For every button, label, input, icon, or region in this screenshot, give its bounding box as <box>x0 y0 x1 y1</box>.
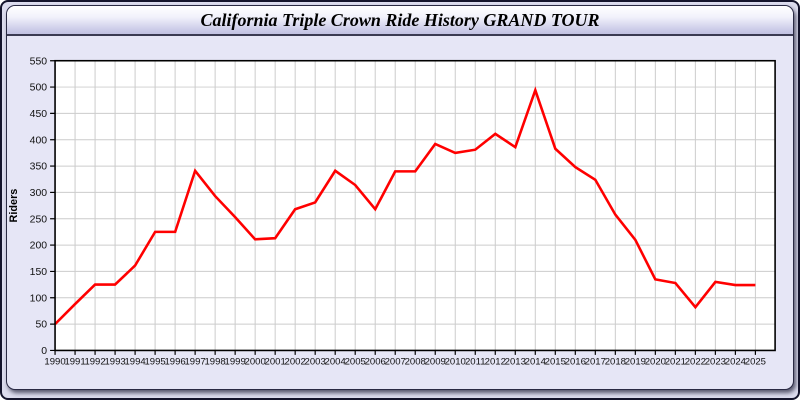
svg-text:2014: 2014 <box>525 356 547 367</box>
svg-text:300: 300 <box>30 188 48 199</box>
svg-text:2015: 2015 <box>545 356 566 367</box>
svg-text:1996: 1996 <box>164 356 185 367</box>
svg-text:2001: 2001 <box>265 356 286 367</box>
svg-text:100: 100 <box>30 293 48 304</box>
svg-text:250: 250 <box>30 214 48 225</box>
svg-text:2009: 2009 <box>425 356 446 367</box>
svg-text:2002: 2002 <box>285 356 306 367</box>
svg-text:2003: 2003 <box>305 356 326 367</box>
svg-text:2007: 2007 <box>385 356 406 367</box>
chart-title: California Triple Crown Ride History GRA… <box>200 10 600 30</box>
svg-text:1998: 1998 <box>205 356 226 367</box>
svg-text:200: 200 <box>30 241 48 252</box>
svg-text:2025: 2025 <box>745 356 766 367</box>
ride-history-line-chart: 0501001502002503003504004505005501990199… <box>8 56 776 367</box>
svg-text:400: 400 <box>30 135 48 146</box>
svg-text:1992: 1992 <box>84 356 105 367</box>
axis-ticks <box>50 60 756 355</box>
chart-area: 0 50 100 150 200 250 300 350 400 450 500 550 1990 199… <box>7 36 793 389</box>
svg-text:2021: 2021 <box>665 356 686 367</box>
svg-text:2022: 2022 <box>685 356 706 367</box>
svg-text:2000: 2000 <box>245 356 266 367</box>
riders-line <box>54 86 756 326</box>
svg-text:500: 500 <box>30 83 48 94</box>
svg-text:2010: 2010 <box>445 356 466 367</box>
svg-text:1997: 1997 <box>185 356 206 367</box>
svg-text:450: 450 <box>30 109 48 120</box>
svg-text:2024: 2024 <box>725 356 747 367</box>
svg-text:2012: 2012 <box>485 356 506 367</box>
svg-text:2017: 2017 <box>585 356 606 367</box>
svg-text:1999: 1999 <box>225 356 246 367</box>
svg-text:1995: 1995 <box>144 356 165 367</box>
title-bar: California Triple Crown Ride History GRA… <box>7 6 793 36</box>
svg-text:1993: 1993 <box>104 356 125 367</box>
svg-text:2005: 2005 <box>345 356 366 367</box>
y-axis-tick-labels: 0 50 100 150 200 250 300 350 400 450 500 550 <box>30 56 48 357</box>
svg-text:550: 550 <box>30 56 48 67</box>
svg-text:2013: 2013 <box>505 356 526 367</box>
svg-text:2008: 2008 <box>405 356 426 367</box>
svg-text:2020: 2020 <box>645 356 666 367</box>
svg-text:350: 350 <box>30 162 48 173</box>
y-axis-title: Riders <box>8 189 20 223</box>
svg-text:2023: 2023 <box>705 356 726 367</box>
svg-text:2004: 2004 <box>325 356 347 367</box>
svg-text:2016: 2016 <box>565 356 586 367</box>
x-axis-tick-labels: 1990199119921993199419951996199719981999… <box>44 356 766 367</box>
gridlines <box>55 60 776 351</box>
svg-text:150: 150 <box>30 267 48 278</box>
svg-text:1994: 1994 <box>124 356 146 367</box>
svg-text:1990: 1990 <box>44 356 65 367</box>
svg-text:2011: 2011 <box>465 356 486 367</box>
svg-text:1991: 1991 <box>64 356 85 367</box>
svg-text:2006: 2006 <box>365 356 386 367</box>
chart-panel: California Triple Crown Ride History GRA… <box>6 5 794 390</box>
svg-text:0: 0 <box>41 346 47 357</box>
svg-text:50: 50 <box>35 320 47 331</box>
svg-text:2019: 2019 <box>625 356 646 367</box>
svg-text:2018: 2018 <box>605 356 626 367</box>
